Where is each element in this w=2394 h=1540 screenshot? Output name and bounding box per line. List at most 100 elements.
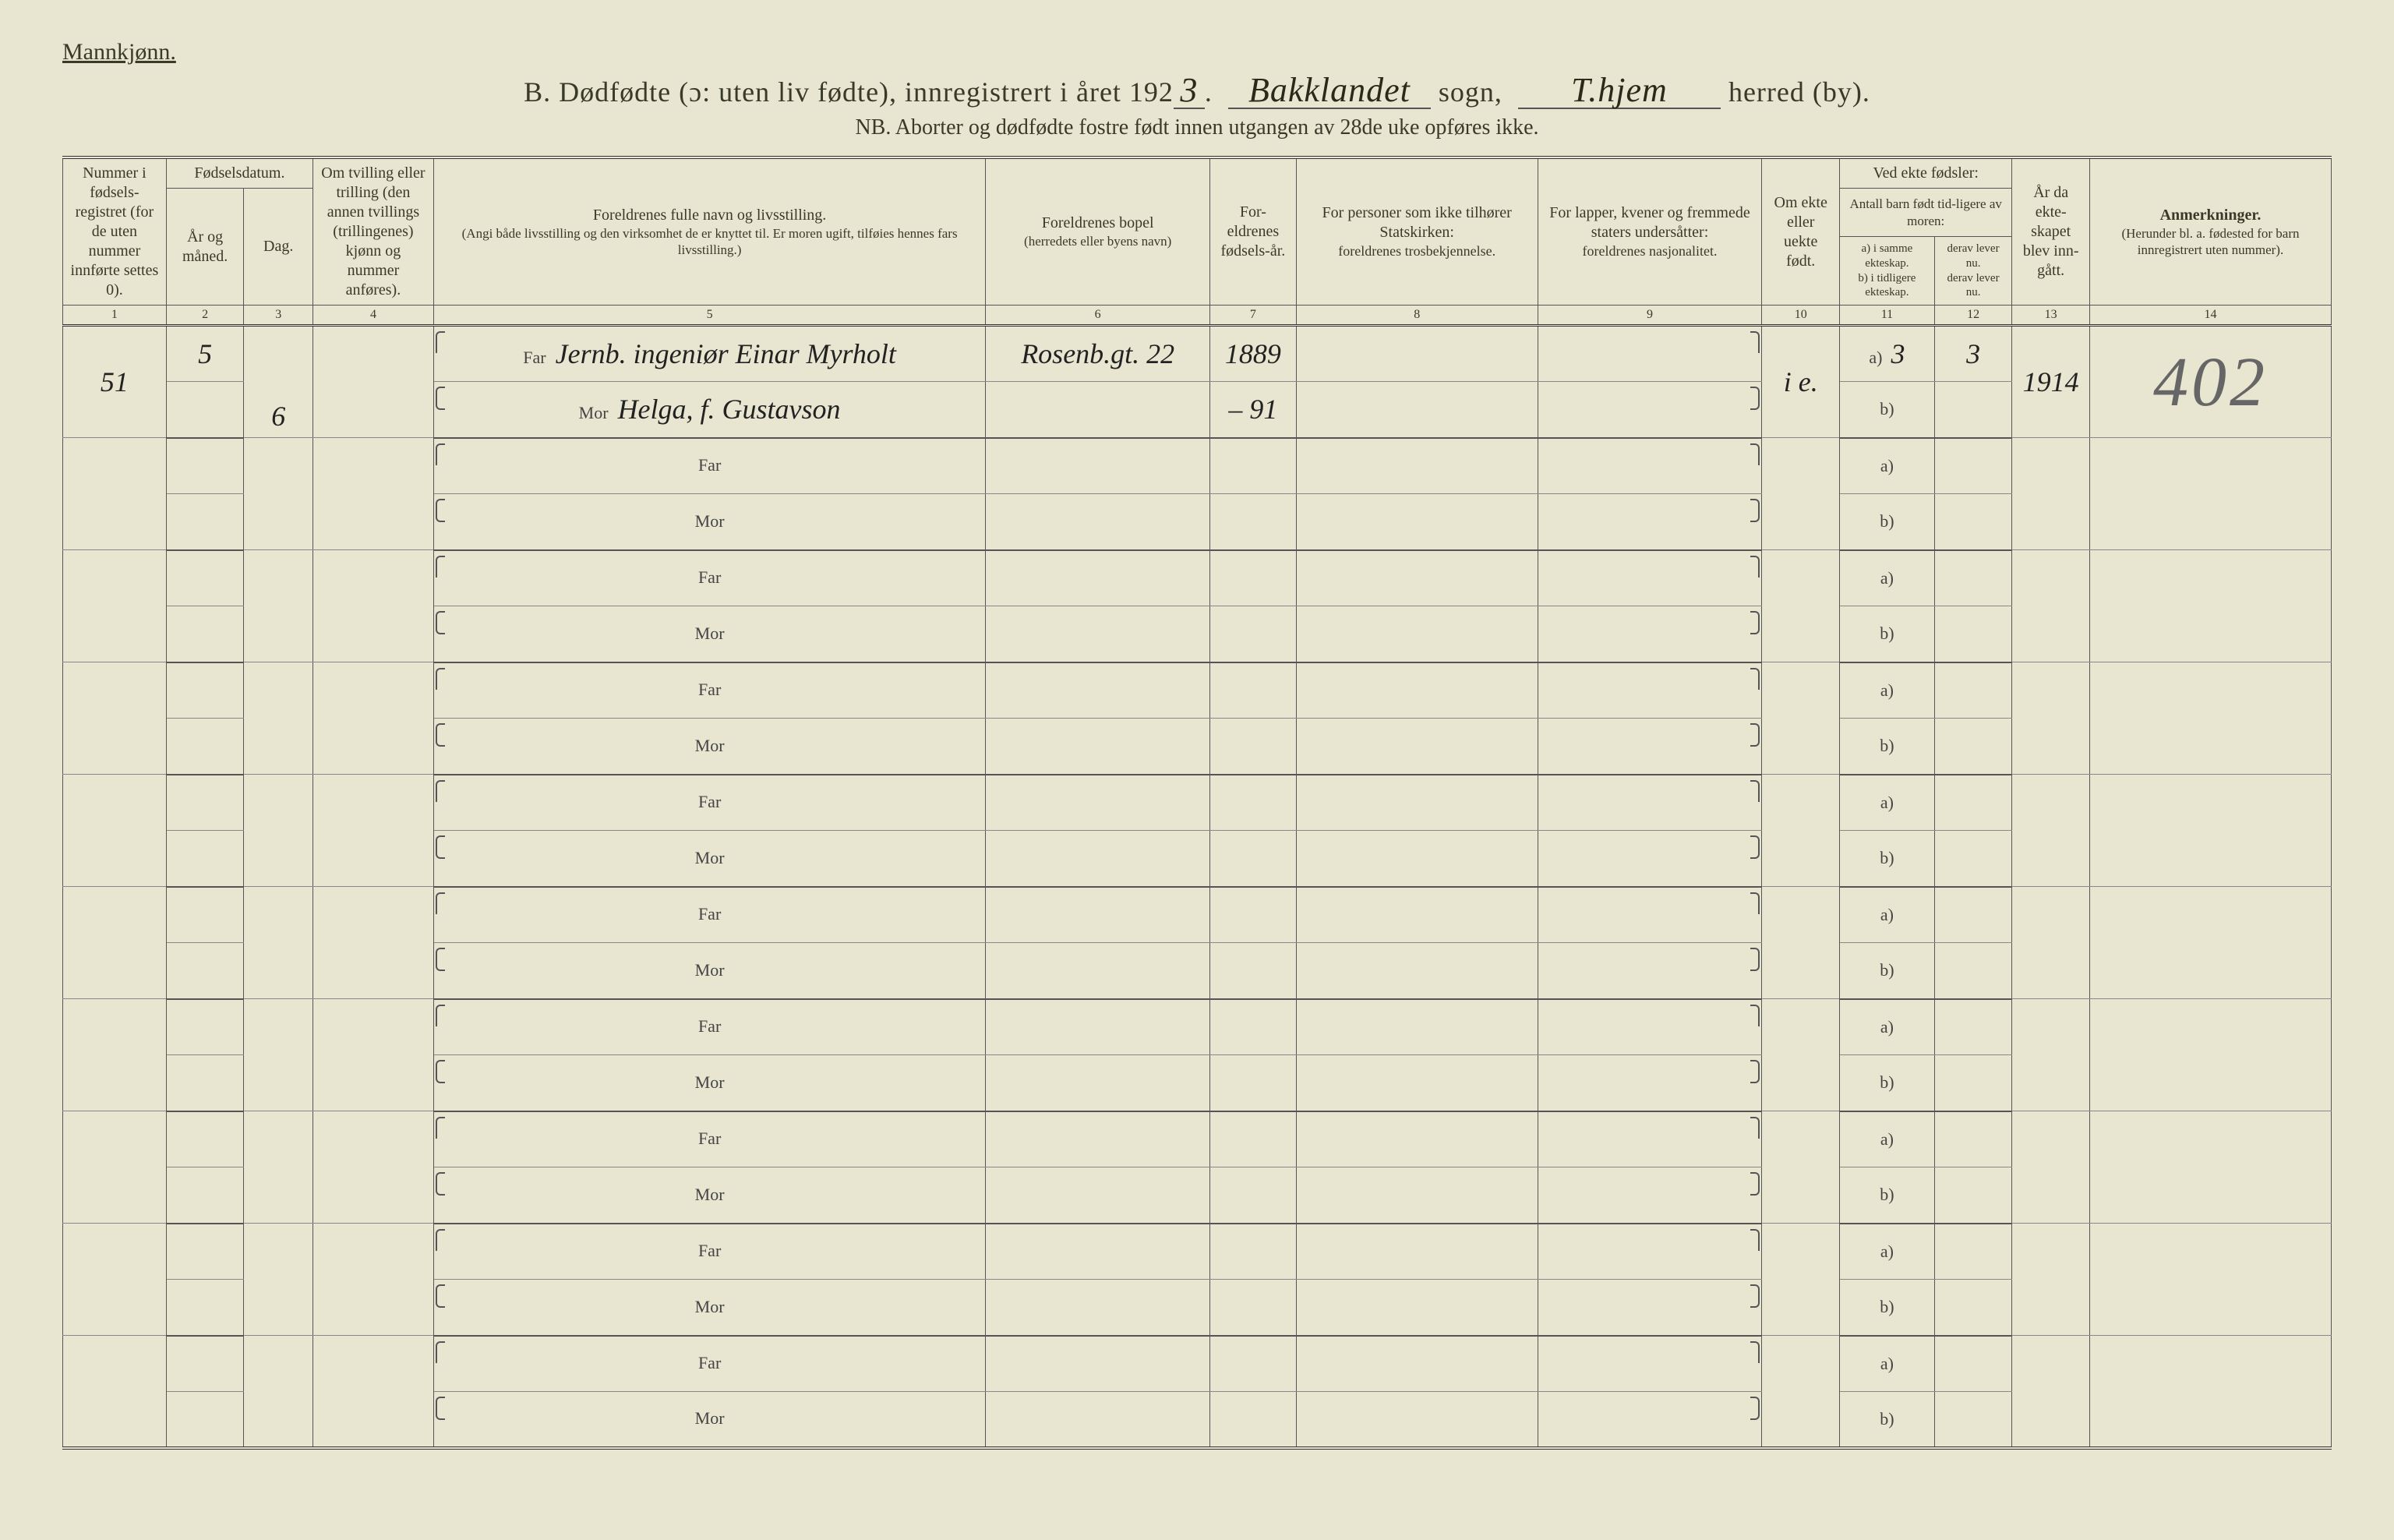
entry-c12-b — [1934, 382, 2012, 438]
cell — [1538, 1280, 1762, 1336]
cell — [1538, 1224, 1762, 1280]
cell — [166, 1336, 244, 1392]
year-suffix: 3 — [1174, 73, 1205, 109]
cell — [1296, 606, 1538, 662]
cell — [1296, 1167, 1538, 1224]
cell — [1210, 550, 1297, 606]
cell — [1538, 831, 1762, 887]
cell — [1934, 438, 2012, 494]
cell — [1934, 1280, 2012, 1336]
cell — [1296, 775, 1538, 831]
gender-label: Mannkjønn. — [62, 39, 2332, 65]
cell — [244, 887, 313, 999]
cell — [1934, 831, 2012, 887]
entry-c9-far — [1538, 326, 1762, 382]
entry-mor-year: – 91 — [1210, 382, 1297, 438]
cell — [1762, 1111, 1840, 1224]
cell — [1934, 943, 2012, 999]
empty-row-far: Fara) — [63, 662, 2332, 719]
cell — [1934, 606, 2012, 662]
cell — [1296, 1055, 1538, 1111]
cell: b) — [1840, 719, 1935, 775]
entry-year-month-blank — [166, 382, 244, 438]
cell: Mor — [433, 1392, 985, 1448]
cell — [244, 662, 313, 775]
cell: Far — [433, 775, 985, 831]
cell: a) — [1840, 1224, 1935, 1280]
cell — [1934, 775, 2012, 831]
cell — [1296, 438, 1538, 494]
colnum-14: 14 — [2089, 306, 2331, 326]
cell — [1538, 943, 1762, 999]
entry-c11-b: b) — [1840, 382, 1935, 438]
col-11-header: a) i samme ekteskap. b) i tidligere ekte… — [1840, 237, 1935, 306]
cell — [986, 719, 1210, 775]
col-12-header: derav lever nu. derav lever nu. — [1934, 237, 2012, 306]
cell — [312, 662, 433, 775]
entry-c8-mor — [1296, 382, 1538, 438]
table-body: 51 5 6 Far Jernb. ingeniør Einar Myrholt… — [63, 326, 2332, 1448]
cell: Far — [433, 438, 985, 494]
cell — [986, 494, 1210, 550]
cell — [2089, 1111, 2331, 1224]
col-2-3-group: Fødselsdatum. — [166, 157, 312, 189]
cell — [63, 438, 167, 550]
cell — [244, 775, 313, 887]
entry-year-month: 5 — [166, 326, 244, 382]
cell — [2012, 775, 2090, 887]
cell: Mor — [433, 1280, 985, 1336]
cell — [2089, 1224, 2331, 1336]
cell — [1296, 831, 1538, 887]
cell: Far — [433, 887, 985, 943]
cell — [166, 1392, 244, 1448]
cell — [2012, 550, 2090, 662]
title-prefix: B. Dødfødte (ɔ: uten liv fødte), innregi… — [524, 76, 1174, 108]
cell — [986, 999, 1210, 1055]
cell: a) — [1840, 550, 1935, 606]
cell — [166, 943, 244, 999]
cell — [1762, 438, 1840, 550]
far-label: Far — [523, 348, 546, 367]
entry-c9-mor — [1538, 382, 1762, 438]
cell — [1934, 662, 2012, 719]
cell — [1296, 1336, 1538, 1392]
cell — [63, 1224, 167, 1336]
cell — [1210, 943, 1297, 999]
cell — [986, 775, 1210, 831]
cell — [1934, 550, 2012, 606]
col-4-header: Om tvilling eller trilling (den annen tv… — [312, 157, 433, 306]
entry-bopel: Rosenb.gt. 22 — [986, 326, 1210, 382]
cell — [1210, 1224, 1297, 1280]
col-14-header: Anmerkninger. (Herunder bl. a. fødested … — [2089, 157, 2331, 306]
col-12a: derav lever nu. — [1941, 242, 2006, 271]
cell — [1210, 1055, 1297, 1111]
cell — [244, 1111, 313, 1224]
entry-day: 6 — [244, 326, 313, 438]
cell — [986, 438, 1210, 494]
entry-row-far: 51 5 6 Far Jernb. ingeniør Einar Myrholt… — [63, 326, 2332, 382]
empty-row-far: Far a) — [63, 887, 2332, 943]
col-9-title: For lapper, kvener og fremmede staters u… — [1545, 203, 1756, 242]
col-11-12-group: Ved ekte fødsler: — [1840, 157, 2012, 189]
cell: a) — [1840, 1111, 1935, 1167]
col-14-title: Anmerkninger. — [2096, 206, 2325, 225]
col-14-sub: (Herunder bl. a. fødested for barn innre… — [2096, 225, 2325, 259]
cell: b) — [1840, 831, 1935, 887]
colnum-5: 5 — [433, 306, 985, 326]
cell — [1210, 719, 1297, 775]
cell: a) — [1840, 438, 1935, 494]
colnum-10: 10 — [1762, 306, 1840, 326]
entry-far-cell: Far Jernb. ingeniør Einar Myrholt — [433, 326, 985, 382]
cell — [986, 662, 1210, 719]
colnum-2: 2 — [166, 306, 244, 326]
cell — [63, 999, 167, 1111]
cell — [1934, 1392, 2012, 1448]
col-7-header: For-eldrenes fødsels-år. — [1210, 157, 1297, 306]
cell: a) — [1840, 887, 1935, 943]
entry-number: 51 — [63, 326, 167, 438]
herred-label: herred (by). — [1728, 76, 1870, 108]
col-2-header: År og måned. — [166, 189, 244, 306]
cell — [2089, 438, 2331, 550]
cell — [166, 1224, 244, 1280]
cell — [166, 494, 244, 550]
